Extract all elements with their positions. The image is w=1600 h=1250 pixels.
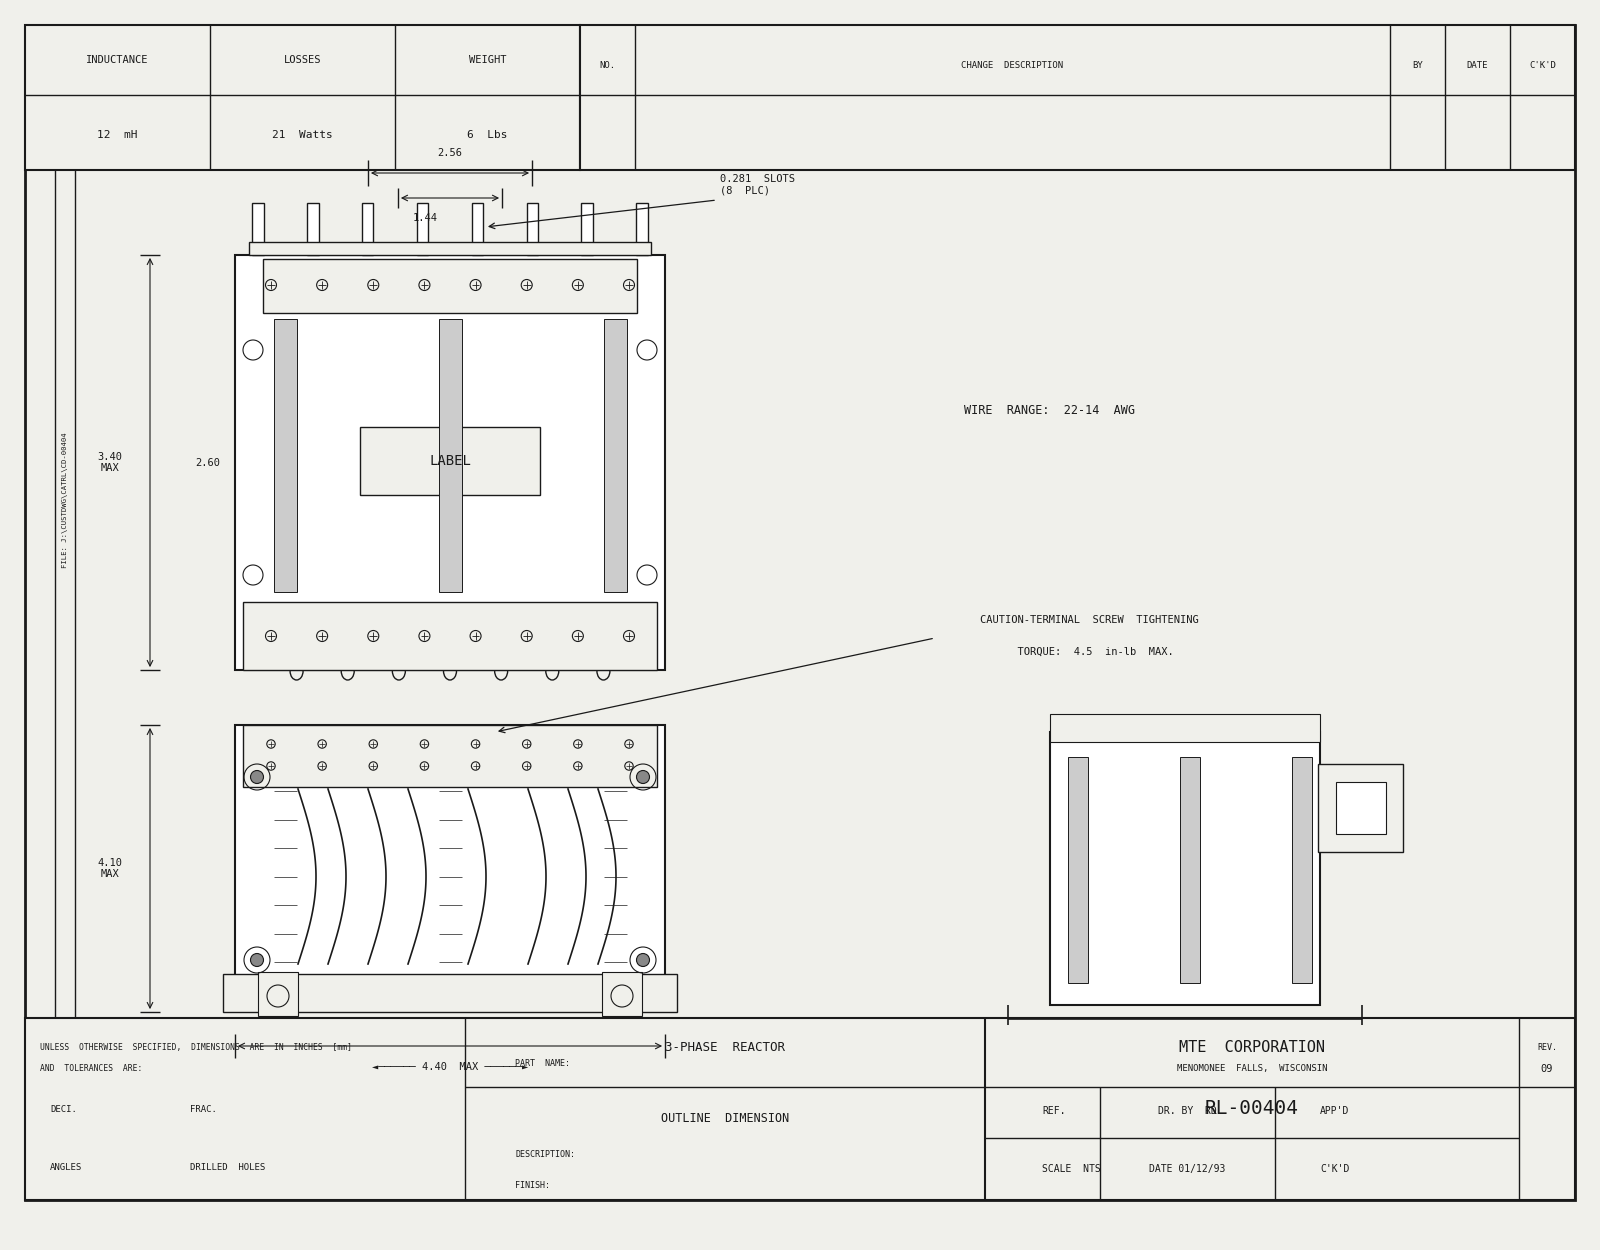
Text: CHANGE  DESCRIPTION: CHANGE DESCRIPTION: [962, 61, 1064, 70]
Bar: [253, 202, 264, 255]
Bar: [26, 25, 579, 170]
Text: 09: 09: [1541, 1064, 1554, 1074]
Text: 2.56: 2.56: [437, 148, 462, 158]
Text: DATE: DATE: [1467, 61, 1488, 70]
Text: 3-PHASE  REACTOR: 3-PHASE REACTOR: [666, 1040, 786, 1054]
Text: 21  Watts: 21 Watts: [272, 130, 333, 140]
Text: FILE: J:\CUSTDWG\CATRL\CD-00404: FILE: J:\CUSTDWG\CATRL\CD-00404: [62, 432, 67, 568]
Text: DESCRIPTION:: DESCRIPTION:: [515, 1150, 574, 1159]
Text: LABEL: LABEL: [429, 454, 470, 468]
Text: ANGLES: ANGLES: [50, 1162, 82, 1171]
Bar: [1336, 782, 1386, 834]
Text: 3.40
MAX: 3.40 MAX: [98, 451, 123, 474]
Text: PART  NAME:: PART NAME:: [515, 1059, 570, 1068]
Circle shape: [251, 770, 264, 784]
Bar: [235, 255, 666, 670]
Bar: [1069, 758, 1088, 982]
Bar: [243, 725, 658, 788]
Circle shape: [251, 954, 264, 966]
Text: MENOMONEE  FALLS,  WISCONSIN: MENOMONEE FALLS, WISCONSIN: [1176, 1065, 1328, 1074]
Bar: [526, 202, 538, 255]
Text: 12  mH: 12 mH: [98, 130, 138, 140]
Bar: [1050, 732, 1320, 1005]
Text: C'K'D: C'K'D: [1320, 1164, 1350, 1174]
Circle shape: [637, 954, 650, 966]
Text: MTE  CORPORATION: MTE CORPORATION: [1179, 1040, 1325, 1055]
Bar: [262, 259, 637, 312]
Text: REF.: REF.: [1042, 1106, 1066, 1116]
Bar: [637, 202, 648, 255]
Text: REV.: REV.: [1538, 1042, 1557, 1051]
Text: BY: BY: [1413, 61, 1422, 70]
Bar: [418, 202, 429, 255]
Circle shape: [637, 770, 650, 784]
Bar: [438, 319, 461, 592]
Bar: [243, 602, 658, 670]
Bar: [26, 1017, 1574, 1200]
Text: WIRE  RANGE:  22-14  AWG: WIRE RANGE: 22-14 AWG: [965, 404, 1136, 416]
Bar: [360, 428, 541, 495]
Text: C'K'D: C'K'D: [1530, 61, 1555, 70]
Bar: [235, 725, 666, 980]
Text: NO.: NO.: [600, 61, 616, 70]
Text: SCALE  NTS: SCALE NTS: [1042, 1164, 1101, 1174]
Text: OUTLINE  DIMENSION: OUTLINE DIMENSION: [661, 1111, 789, 1125]
Text: AND  TOLERANCES  ARE:: AND TOLERANCES ARE:: [40, 1065, 142, 1074]
Bar: [222, 974, 677, 1012]
Bar: [1293, 758, 1312, 982]
Text: DR. BY  RD: DR. BY RD: [1158, 1106, 1218, 1116]
Bar: [602, 972, 642, 1016]
Text: APP'D: APP'D: [1320, 1106, 1350, 1116]
Text: 0.281  SLOTS
(8  PLC): 0.281 SLOTS (8 PLC): [720, 174, 795, 196]
Text: FRAC.: FRAC.: [190, 1105, 218, 1114]
Text: INDUCTANCE: INDUCTANCE: [86, 55, 149, 65]
Text: UNLESS  OTHERWISE  SPECIFIED,  DIMENSIONS  ARE  IN  INCHES  [mm]: UNLESS OTHERWISE SPECIFIED, DIMENSIONS A…: [40, 1042, 352, 1051]
Bar: [362, 202, 373, 255]
Text: ◄────── 4.40  MAX ──────►: ◄────── 4.40 MAX ──────►: [371, 1062, 528, 1072]
Text: 6  Lbs: 6 Lbs: [467, 130, 507, 140]
Text: WEIGHT: WEIGHT: [469, 55, 506, 65]
Text: 2.60: 2.60: [195, 458, 221, 468]
Text: 4.10
MAX: 4.10 MAX: [98, 858, 123, 879]
Bar: [581, 202, 594, 255]
Text: DRILLED  HOLES: DRILLED HOLES: [190, 1162, 266, 1171]
Bar: [258, 972, 298, 1016]
Text: DATE 01/12/93: DATE 01/12/93: [1149, 1164, 1226, 1174]
Bar: [472, 202, 483, 255]
Bar: [1050, 714, 1320, 742]
Bar: [1181, 758, 1200, 982]
Bar: [579, 25, 1574, 170]
Text: 1.44: 1.44: [413, 213, 437, 222]
Bar: [1318, 764, 1403, 853]
Text: DECI.: DECI.: [50, 1105, 77, 1114]
Text: TORQUE:  4.5  in-lb  MAX.: TORQUE: 4.5 in-lb MAX.: [979, 648, 1174, 658]
Text: RL-00404: RL-00404: [1205, 1100, 1299, 1119]
Bar: [603, 319, 627, 592]
Text: LOSSES: LOSSES: [283, 55, 322, 65]
Text: FINISH:: FINISH:: [515, 1181, 550, 1190]
Bar: [250, 242, 651, 255]
Bar: [307, 202, 318, 255]
Text: CAUTION-TERMINAL  SCREW  TIGHTENING: CAUTION-TERMINAL SCREW TIGHTENING: [979, 615, 1198, 625]
Bar: [274, 319, 296, 592]
